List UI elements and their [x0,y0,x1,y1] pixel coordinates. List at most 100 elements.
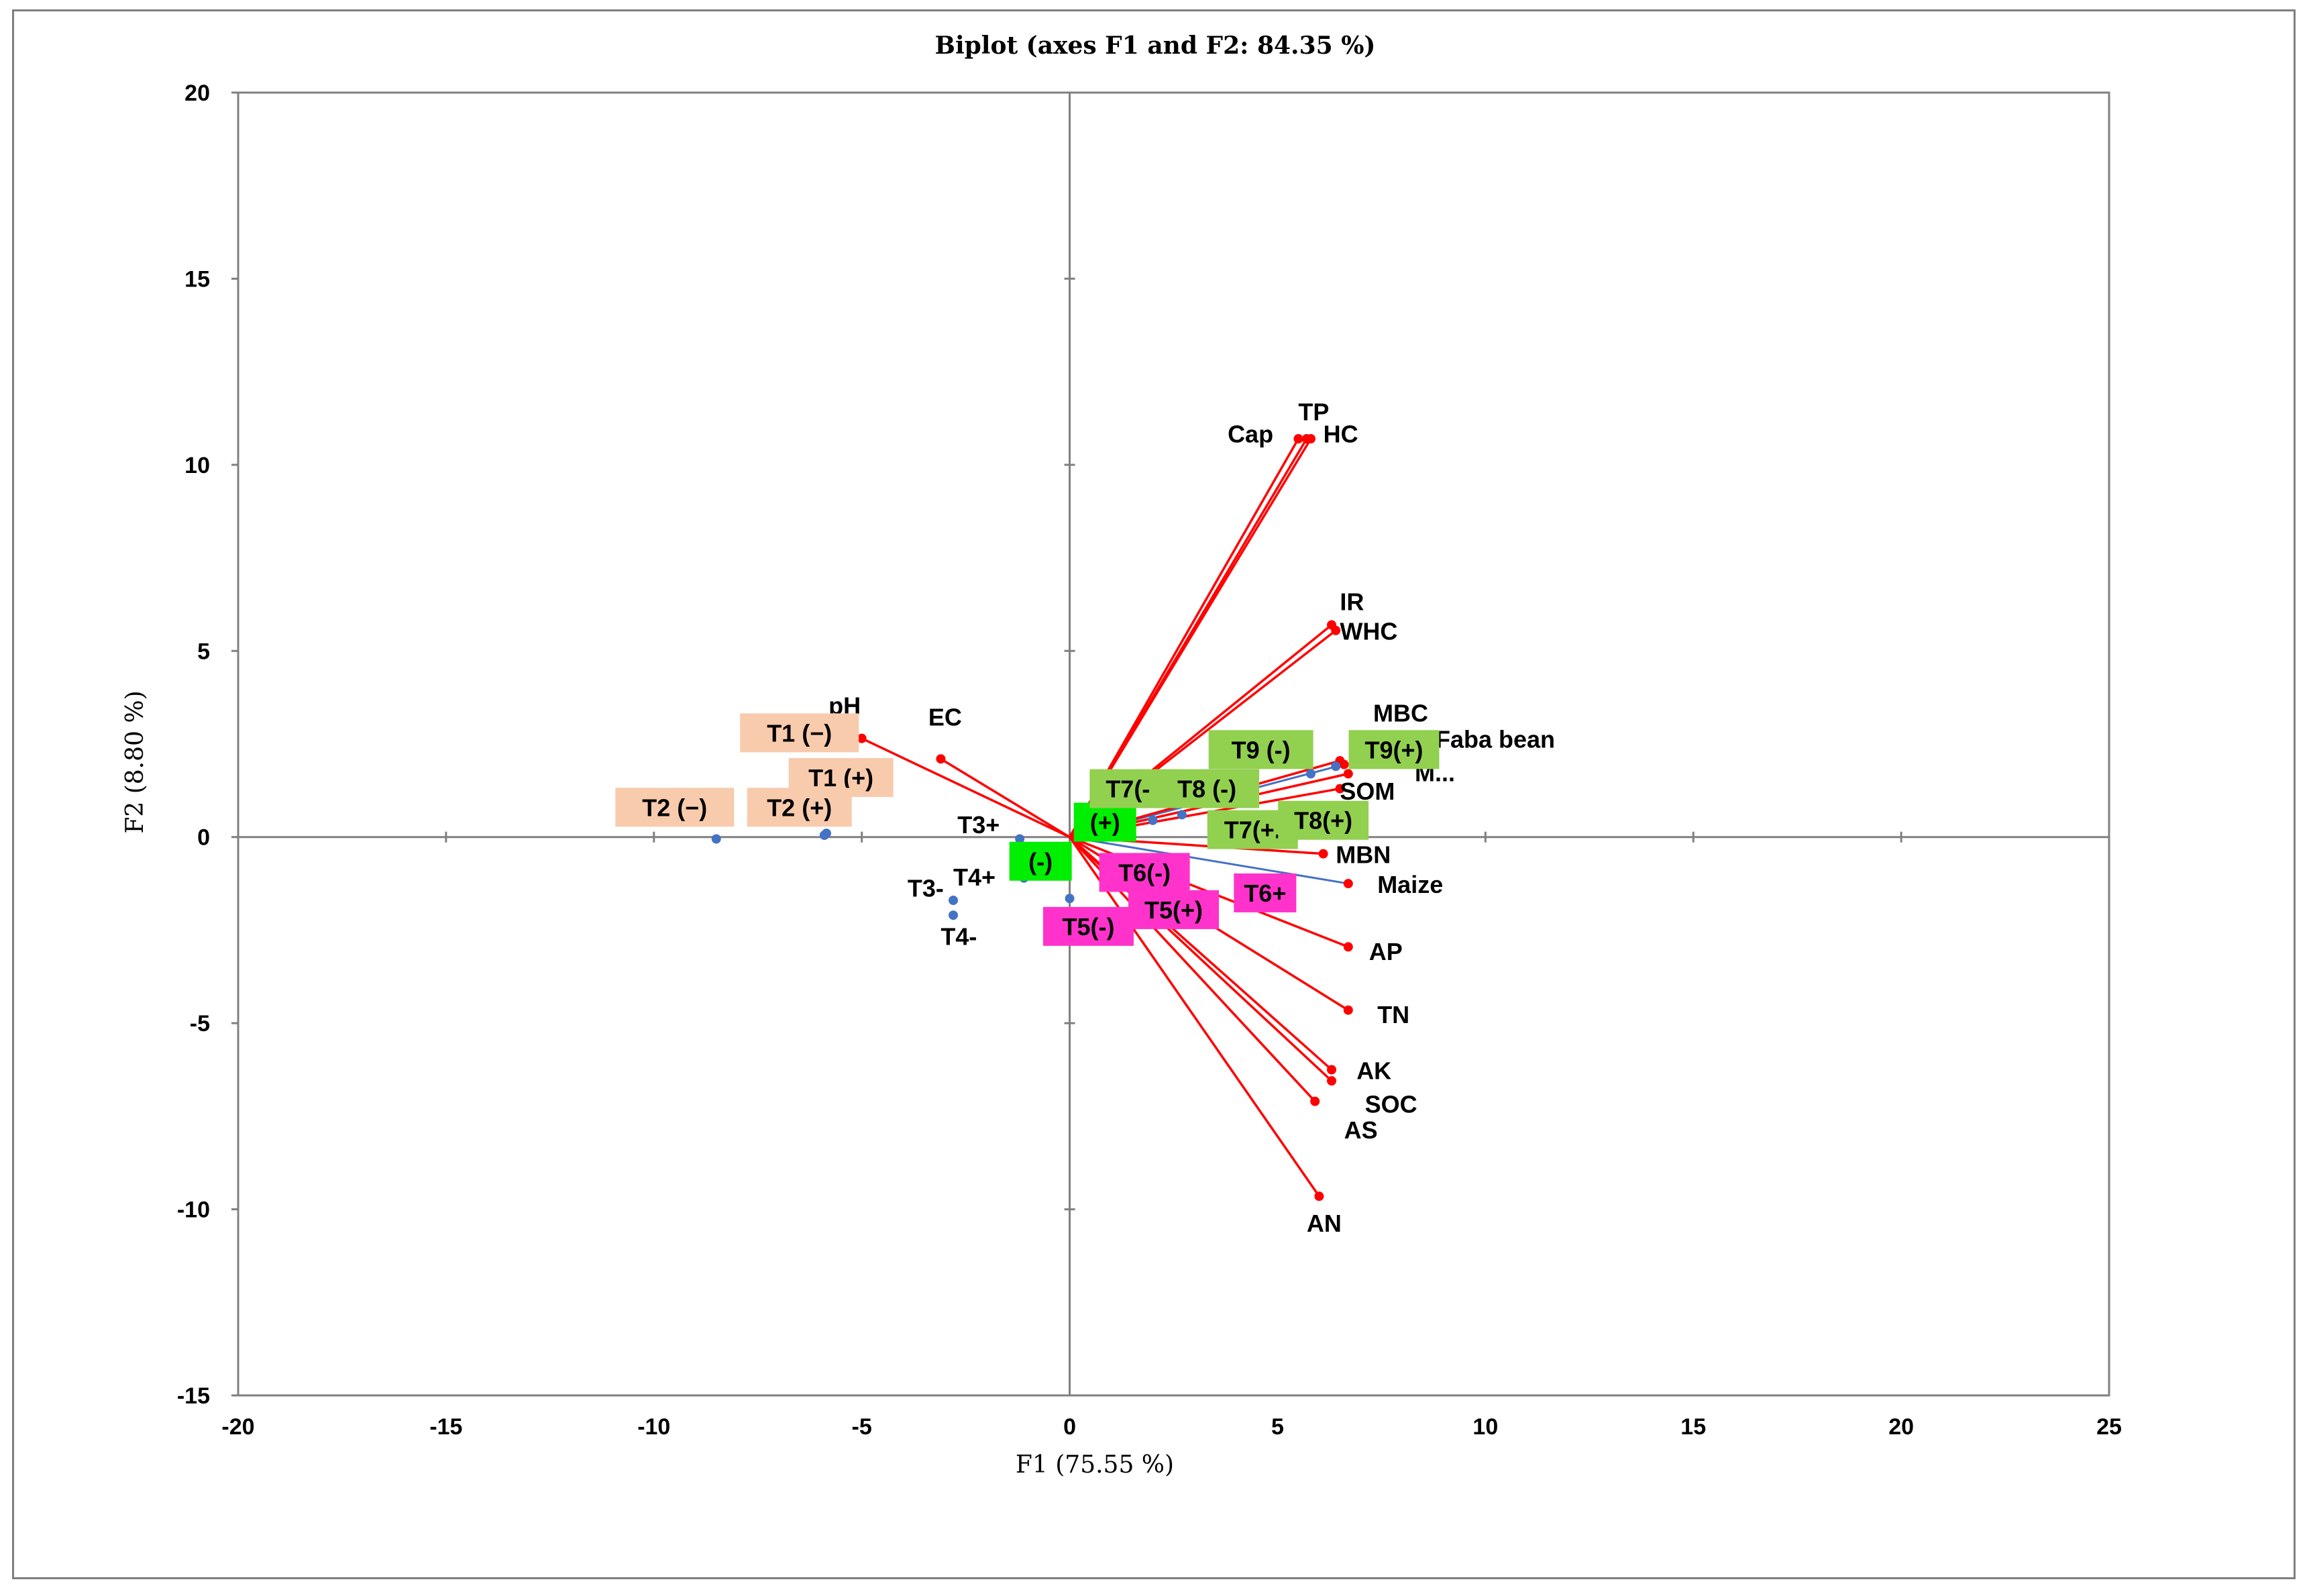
boxed-label-bg [1099,853,1190,892]
boxed-label-t6: T6+ [1234,873,1297,912]
boxed-label-t8: T8(+) [1278,800,1369,840]
observation-point-t2 [711,834,721,844]
x-tick-label: 10 [1472,1414,1498,1440]
boxed-label-bg [1073,802,1136,842]
supplementary-label-faba-bean: Faba bean [1436,726,1555,753]
observation-point-t9 [1331,761,1341,772]
boxed-label-text: T6(-) [1118,859,1171,886]
boxed-label-text: (+) [1090,809,1120,837]
variable-point-whc [1331,625,1341,635]
boxed-label-text: T9(+) [1364,736,1423,763]
boxed-label-t7: T7(- [1089,769,1167,808]
boxed-label-bg [1154,769,1260,808]
boxed-label-text: T7(- [1106,776,1150,803]
y-tick-label: 15 [184,266,210,292]
observation-point-t9 [1306,769,1316,779]
variable-label-som: SOM [1340,778,1395,805]
boxed-label-text: T1 (+) [808,764,873,792]
x-tick-label: 20 [1888,1414,1914,1440]
variable-label-ap: AP [1369,938,1403,965]
observation-point-t4 [949,910,959,920]
boxed-label-: (+) [1073,802,1136,842]
boxed-label-text: T2 (+) [767,794,832,821]
variable-point-ec [936,754,946,764]
observation-label-t4: T4+ [953,863,996,891]
observation-label-t4: T4- [940,923,977,951]
variable-point-ak [1327,1065,1337,1075]
boxed-label-bg [1089,769,1167,808]
boxed-label-bg [747,788,852,827]
variable-label-soc: SOC [1365,1090,1417,1118]
boxed-label-text: T6+ [1244,880,1286,907]
variable-label-cap: Cap [1228,421,1273,448]
observation-label-t3: T3+ [957,811,1000,839]
boxed-label-bg [1128,890,1219,929]
variable-point-an [1314,1191,1324,1202]
variable-point-as [1310,1096,1320,1106]
y-tick-label: -10 [177,1198,210,1223]
boxed-label-t5: T5(-) [1042,906,1134,946]
variable-vector-ph [861,737,1071,839]
variable-point-ph [857,733,867,743]
variable-label-as: AS [1344,1116,1378,1144]
observation-label-t3: T3- [908,874,944,902]
x-tick-label: 0 [1063,1414,1076,1440]
observation-point-t7 [1148,815,1158,825]
y-tick-label: 20 [184,81,210,106]
chart-title: Biplot (axes F1 and F2: 84.35 %) [935,32,1376,60]
boxed-label-bg [615,788,735,827]
boxed-label-bg [740,713,859,753]
x-axis-title: F1 (75.55 %) [1016,1451,1174,1479]
boxed-label-bg [1042,906,1134,946]
y-tick-label: 5 [197,639,210,664]
x-tick-label: 5 [1271,1414,1284,1440]
supplementary-point-maize [1343,879,1353,889]
variable-label-tp: TP [1298,398,1329,425]
x-tick-label: 25 [2096,1414,2122,1440]
boxed-label-t6: T6(-) [1099,853,1190,892]
y-tick-label: 10 [184,453,210,478]
y-tick-label: -5 [190,1011,210,1036]
boxed-label-t2: T2 (−) [615,788,735,827]
boxed-label-text: T5(+) [1144,896,1203,924]
boxed-label-t1: T1 (−) [740,713,859,753]
y-tick-label: -15 [177,1383,210,1409]
variable-label-an: AN [1307,1210,1342,1237]
boxed-label-text: T2 (−) [642,794,707,821]
variable-vector-ec [940,757,1071,839]
variable-label-tn: TN [1377,1001,1409,1028]
boxed-label-t5: T5(+) [1128,890,1219,929]
boxed-label-bg [1208,730,1313,769]
boxed-label-text: T1 (−) [767,719,832,747]
boxed-label-text: T8 (-) [1177,776,1236,803]
boxed-label-bg [1278,800,1369,840]
variable-point-soc [1327,1076,1337,1086]
variable-point-cap [1293,434,1303,444]
boxed-label-text: (-) [1028,848,1053,875]
y-axis-title: F2 (8.80 %) [121,690,149,833]
boxed-label-t9: T9 (-) [1208,730,1313,769]
variable-point-hc [1306,434,1316,444]
x-tick-label: -20 [221,1414,254,1440]
boxed-label-t9: T9(+) [1348,730,1440,769]
variable-label-mbc: MBC [1373,700,1428,727]
observation-point-t8 [1177,810,1187,820]
variable-label-ir: IR [1340,588,1364,615]
supplementary-label-maize: Maize [1377,871,1443,898]
observation-point- [1065,894,1075,904]
boxed-label-: (-) [1009,841,1072,881]
variable-vector-an [1069,836,1320,1198]
supplementary-vector-maize [1069,836,1349,885]
x-tick-label: 15 [1680,1414,1706,1440]
variable-point-tn [1343,1005,1353,1015]
observation-point-t3 [949,896,959,906]
x-tick-label: -10 [637,1414,670,1440]
variable-point-ap [1343,942,1353,952]
variable-point-m [1343,769,1353,779]
boxed-label-t2: T2 (+) [747,788,852,827]
observation-point-t3 [1015,834,1025,844]
boxed-label-text: T7(+. [1224,816,1281,844]
boxed-label-text: T9 (-) [1232,736,1291,763]
variable-label-ec: EC [928,703,962,731]
